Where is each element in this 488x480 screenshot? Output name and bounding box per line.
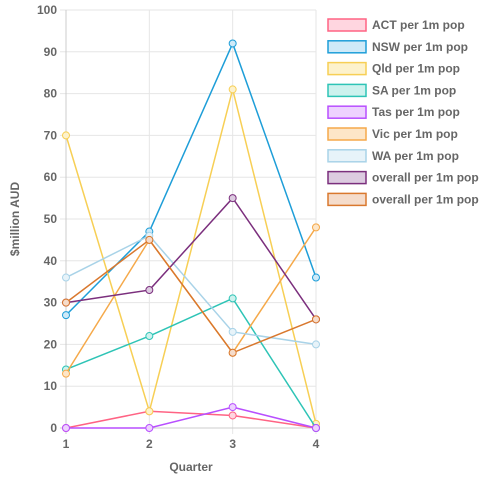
legend-label: Qld per 1m pop — [372, 62, 460, 76]
legend-swatch — [327, 61, 367, 76]
series — [62, 39, 320, 432]
series-line — [65, 234, 317, 346]
data-point — [62, 298, 70, 307]
data-point — [62, 273, 70, 282]
y-tick-label: 40 — [44, 254, 58, 268]
data-point — [312, 223, 320, 232]
data-point — [145, 286, 154, 295]
data-point — [228, 85, 237, 94]
data-point — [228, 327, 237, 336]
legend-item[interactable]: WA per 1m pop — [327, 149, 459, 163]
data-point — [228, 194, 237, 203]
series-line — [65, 297, 317, 429]
data-point — [62, 311, 70, 320]
y-tick-label: 20 — [44, 337, 58, 351]
legend-swatch — [327, 18, 367, 32]
data-point — [228, 348, 237, 357]
series-7 — [62, 194, 320, 324]
data-point — [62, 131, 70, 140]
legend-item[interactable]: NSW per 1m pop — [327, 40, 468, 54]
legend-swatch — [327, 149, 367, 163]
data-point — [228, 294, 237, 303]
series-line — [65, 196, 317, 320]
x-tick-label: 1 — [63, 437, 70, 451]
legend-label: overall per 1m pop — [372, 171, 479, 185]
y-tick-label: 50 — [44, 212, 58, 226]
legend-label: ACT per 1m pop — [372, 18, 465, 32]
legend-label: WA per 1m pop — [372, 149, 459, 163]
series-line — [66, 406, 317, 429]
y-tick-label: 30 — [44, 296, 58, 310]
data-point — [145, 332, 154, 341]
y-tick-label: 0 — [50, 421, 57, 435]
series-line — [65, 89, 317, 425]
legend-swatch — [327, 127, 367, 141]
data-point — [228, 39, 237, 48]
y-tick-label: 10 — [44, 379, 58, 393]
legend-swatch — [327, 105, 367, 119]
series-2 — [62, 85, 320, 428]
legend-label: overall per 1m pop — [372, 192, 479, 206]
legend-item[interactable]: ACT per 1m pop — [327, 18, 465, 32]
axes: 0 10 20 30 40 50 60 70 80 90 100 1 2 3 4 — [37, 3, 320, 451]
legend-label: Tas per 1m pop — [372, 105, 460, 119]
data-point — [312, 424, 320, 432]
y-tick-label: 60 — [44, 170, 58, 184]
data-point — [62, 369, 70, 378]
y-tick-label: 70 — [44, 128, 58, 142]
x-tick-label: 3 — [229, 437, 236, 451]
legend-label: SA per 1m pop — [372, 83, 456, 97]
legend-swatch — [327, 40, 367, 54]
x-tick-label: 4 — [313, 437, 320, 451]
legend-item[interactable]: SA per 1m pop — [327, 83, 456, 98]
data-point — [228, 411, 237, 420]
data-point — [62, 424, 70, 432]
data-point — [145, 407, 154, 416]
legend-item[interactable]: Tas per 1m pop — [327, 105, 460, 119]
y-tick-label: 100 — [37, 3, 57, 17]
data-point — [145, 424, 154, 432]
y-tick-label: 90 — [44, 45, 58, 59]
series-line — [65, 238, 317, 354]
legend[interactable]: ACT per 1m pop NSW per 1m pop Qld per 1m p… — [327, 18, 479, 207]
data-point — [312, 315, 320, 324]
data-point — [312, 273, 320, 282]
data-point — [145, 235, 154, 244]
series-8 — [62, 235, 320, 357]
series-3 — [62, 294, 320, 432]
legend-swatch — [327, 83, 367, 98]
legend-label: Vic per 1m pop — [372, 127, 458, 141]
legend-item[interactable]: Qld per 1m pop — [327, 61, 460, 76]
data-point — [312, 340, 320, 349]
series-4 — [62, 403, 320, 432]
series-line — [65, 410, 317, 429]
series-5 — [62, 223, 320, 378]
legend-item[interactable]: Vic per 1m pop — [327, 127, 458, 141]
legend-item[interactable]: overall per 1m pop — [327, 192, 479, 207]
legend-item[interactable]: overall per 1m pop — [327, 170, 479, 185]
x-axis-title: Quarter — [169, 460, 213, 474]
data-point — [228, 403, 237, 412]
legend-swatch — [327, 170, 367, 185]
x-tick-label: 2 — [146, 437, 153, 451]
y-tick-label: 80 — [44, 87, 58, 101]
y-axis-title: $million AUD — [8, 182, 22, 257]
legend-swatch — [327, 192, 367, 207]
legend-label: NSW per 1m pop — [372, 40, 468, 54]
grid — [60, 9, 317, 434]
